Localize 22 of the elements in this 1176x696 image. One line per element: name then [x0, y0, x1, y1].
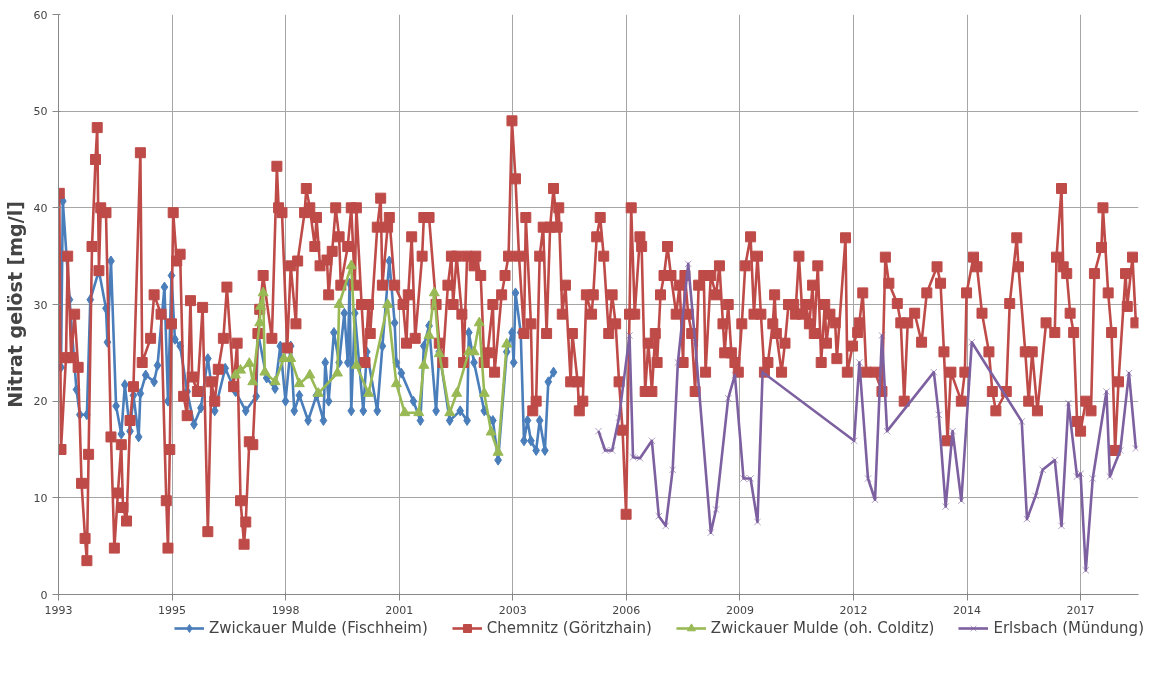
x-tick-label: 2006: [612, 603, 641, 617]
y-tick-label: 20: [33, 395, 48, 409]
x-tick-label: 1998: [271, 603, 300, 617]
y-tick-label: 60: [33, 8, 48, 22]
x-tick-label: 2014: [953, 603, 982, 617]
legend-label: Erlsbach (Mündung): [993, 619, 1144, 637]
x-tick-label: 2003: [498, 603, 527, 617]
y-axis-title: Nitrat gelöst [mg/l]: [3, 201, 26, 408]
x-tick-label: 1993: [44, 603, 73, 617]
x-tick-label: 1995: [158, 603, 187, 617]
legend-label: Zwickauer Mulde (oh. Colditz): [710, 619, 935, 637]
y-tick-label: 40: [33, 201, 48, 215]
x-tick-label: 2017: [1066, 603, 1095, 617]
x-tick-label: 2012: [839, 603, 868, 617]
legend-label: Zwickauer Mulde (Fischheim): [208, 619, 428, 637]
y-tick-label: 0: [40, 588, 48, 602]
y-tick-label: 10: [33, 491, 48, 505]
x-tick-label: 2009: [725, 603, 754, 617]
x-tick-label: 2001: [385, 603, 414, 617]
y-tick-label: 30: [33, 298, 48, 312]
legend-label: Chemnitz (Göritzhain): [486, 619, 652, 637]
y-tick-label: 50: [33, 105, 48, 119]
